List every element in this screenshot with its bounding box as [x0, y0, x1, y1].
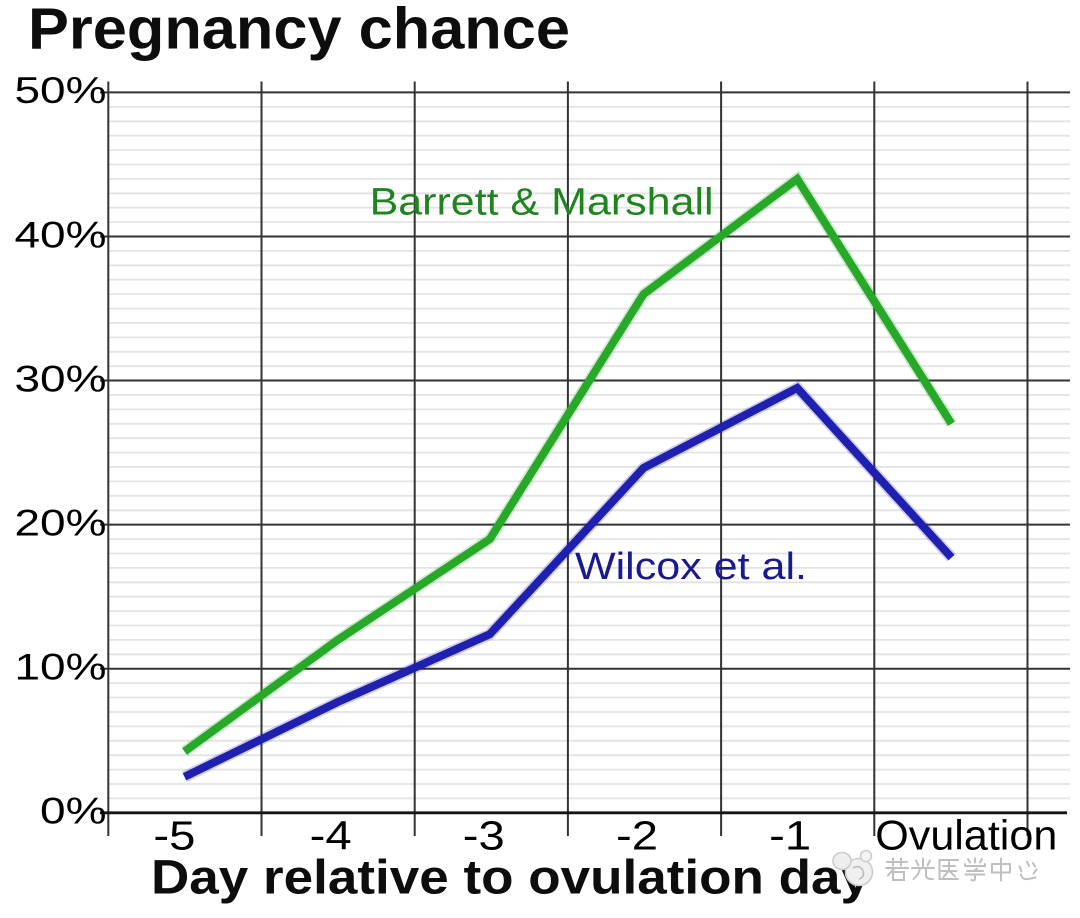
- svg-text:Barrett & Marshall: Barrett & Marshall: [370, 181, 714, 223]
- svg-text:50%: 50%: [15, 70, 107, 111]
- svg-text:Ovulation: Ovulation: [875, 811, 1057, 858]
- svg-text:40%: 40%: [15, 214, 107, 255]
- svg-text:-5: -5: [153, 813, 195, 859]
- svg-text:-1: -1: [769, 813, 811, 859]
- svg-text:Pregnancy chance: Pregnancy chance: [28, 0, 570, 61]
- svg-text:10%: 10%: [15, 647, 107, 688]
- svg-text:30%: 30%: [15, 358, 107, 399]
- svg-text:Wilcox et al.: Wilcox et al.: [575, 545, 807, 588]
- svg-text:-2: -2: [616, 813, 658, 859]
- svg-text:-3: -3: [463, 813, 505, 859]
- svg-text:-4: -4: [310, 813, 352, 859]
- svg-text:Day relative to ovulation day: Day relative to ovulation day: [151, 851, 870, 905]
- svg-text:20%: 20%: [15, 502, 107, 543]
- svg-text:0%: 0%: [40, 791, 107, 832]
